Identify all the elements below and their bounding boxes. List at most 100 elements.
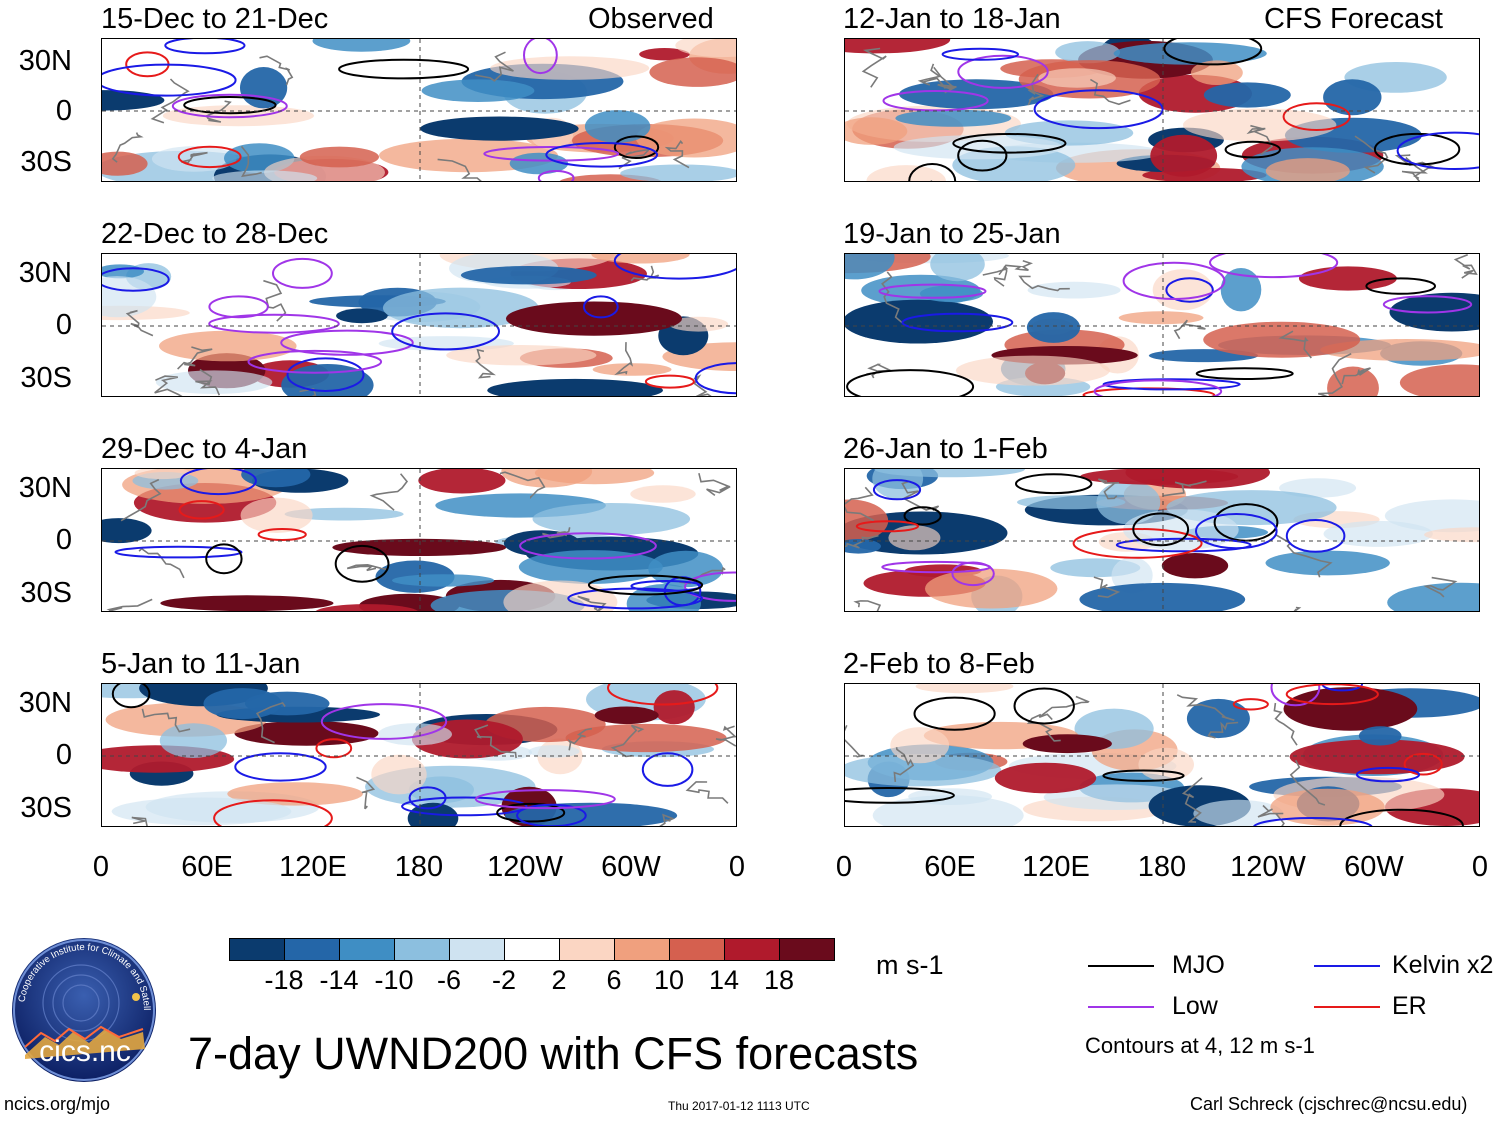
contour-line — [1033, 89, 1164, 130]
coastline — [131, 816, 148, 826]
map-panel-right-4 — [844, 683, 1480, 827]
contour-line — [177, 145, 242, 169]
contour-line — [694, 362, 736, 395]
uwnd-shading-blob — [151, 146, 237, 172]
contour-line — [908, 163, 957, 181]
uwnd-shading-blob — [592, 363, 672, 376]
coastline — [1093, 576, 1121, 599]
uwnd-shading-blob — [635, 118, 736, 158]
contour-line — [114, 545, 243, 559]
colorbar-swatch — [724, 938, 780, 961]
uwnd-shading-blob — [1027, 281, 1121, 299]
contour-line — [903, 506, 942, 526]
cics-logo: Cooperative Institute for Climate and Sa… — [8, 929, 157, 1083]
uwnd-shading-blob — [1220, 268, 1262, 312]
uwnd-shading-blob — [1203, 321, 1361, 358]
uwnd-shading-blob — [162, 105, 314, 127]
xtick-120w: 120W — [1230, 851, 1306, 883]
xtick-60w: 60W — [601, 851, 661, 883]
ytick-0: 0 — [55, 739, 72, 771]
uwnd-shading-blob — [955, 355, 1110, 386]
contour-line — [1102, 769, 1185, 782]
uwnd-shading-blob — [315, 604, 418, 611]
contour-line — [641, 752, 694, 787]
contour-line — [208, 295, 269, 319]
contour-line — [179, 469, 257, 496]
contour-line — [1396, 131, 1479, 170]
coastline — [881, 271, 903, 324]
legend-kelvin-line — [1314, 965, 1380, 967]
contour-line — [1355, 766, 1421, 783]
contour-line — [855, 520, 920, 533]
contour-line — [1195, 513, 1278, 550]
contour-line — [286, 357, 365, 392]
map-panel-right-1 — [844, 38, 1480, 182]
coastline — [998, 259, 1034, 276]
coastline — [437, 158, 482, 181]
colorbar-tick-label: -2 — [491, 965, 516, 995]
coastline — [150, 78, 190, 124]
uwnd-shading-blob — [594, 706, 659, 725]
uwnd-shading-blob — [1026, 312, 1081, 343]
contour-line — [1165, 277, 1214, 303]
contour-line — [102, 63, 237, 97]
contour-line — [613, 135, 660, 159]
contour-line — [1102, 378, 1241, 391]
coastline — [845, 724, 864, 758]
uwnd-shading-blob — [284, 507, 404, 521]
coastline — [1289, 759, 1326, 806]
contour-line — [391, 312, 501, 351]
uwnd-shading-blob — [382, 287, 539, 329]
coastline — [1318, 352, 1352, 396]
contour-line — [474, 789, 616, 810]
uwnd-shading-blob — [421, 79, 535, 102]
contour-line — [1285, 519, 1346, 553]
uwnd-shading-blob — [490, 56, 650, 80]
uwnd-shading-blob — [893, 135, 1064, 160]
contour-line — [901, 312, 1014, 333]
contour-line — [247, 349, 383, 374]
uwnd-shading-blob — [845, 254, 895, 280]
coastline — [659, 813, 675, 826]
contour-line — [582, 295, 619, 319]
coastline — [664, 140, 690, 169]
coastline — [1354, 135, 1389, 174]
contour-line — [213, 799, 333, 826]
uwnd-shading-blob — [1327, 366, 1379, 396]
uwnd-shading-blob — [649, 57, 736, 87]
contour-line — [102, 267, 170, 292]
logo-text: cics.nc — [39, 1035, 131, 1068]
xtick-120w: 120W — [487, 851, 563, 883]
xtick-0: 0 — [835, 851, 853, 883]
uwnd-shading-blob — [392, 574, 495, 587]
footer-url[interactable]: ncics.org/mjo — [4, 1094, 111, 1114]
contour-line — [846, 369, 975, 396]
coastline — [982, 265, 1009, 287]
uwnd-shading-blob — [1096, 480, 1161, 525]
contour-line — [401, 796, 528, 817]
ytick-0: 0 — [55, 95, 72, 127]
uwnd-shading-blob — [1323, 520, 1433, 547]
uwnd-shading-blob — [1323, 79, 1382, 116]
contour-line — [1132, 512, 1190, 547]
uwnd-shading-blob — [332, 538, 507, 556]
uwnd-shading-blob — [420, 116, 579, 141]
contour-line — [1072, 528, 1203, 559]
contour-line — [845, 787, 955, 804]
uwnd-shading-blob — [378, 723, 452, 746]
coastline — [1275, 534, 1333, 578]
contour-line — [280, 329, 414, 356]
colorbar-units: m s-1 — [876, 950, 944, 980]
coastline — [1089, 78, 1131, 106]
column-header-forecast: CFS Forecast — [1264, 3, 1443, 35]
coastline — [499, 471, 546, 500]
ytick-30s: 30S — [20, 577, 72, 609]
map-panel-left-2 — [101, 253, 737, 397]
uwnd-shading-blob — [534, 469, 655, 485]
colorbar-swatch — [449, 938, 505, 961]
contour-line — [208, 313, 340, 334]
contour-line — [882, 90, 989, 112]
coastline — [614, 342, 634, 376]
ytick-30s: 30S — [20, 362, 72, 394]
colorbar-tick-label: 6 — [606, 965, 622, 995]
